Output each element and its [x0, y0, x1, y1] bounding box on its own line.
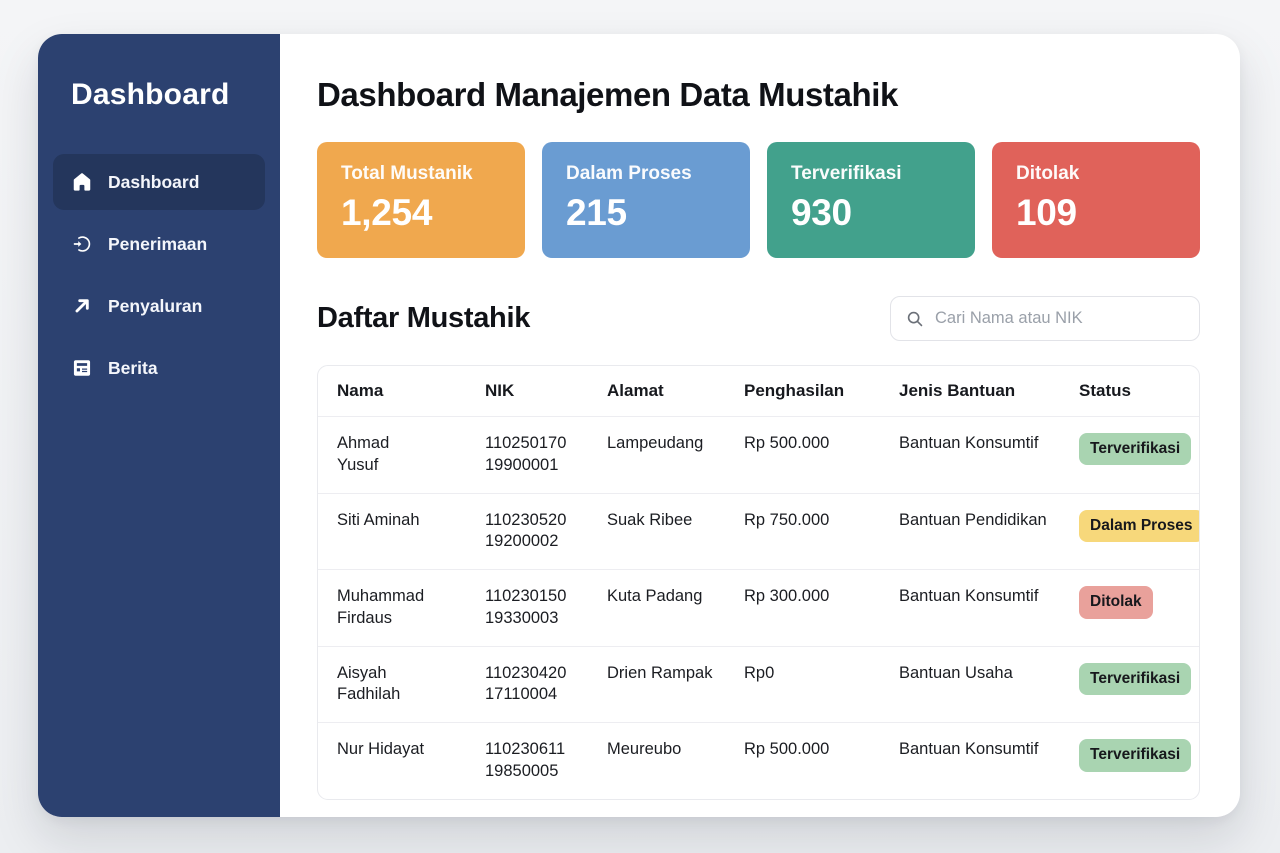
column-header-nama: Nama [337, 381, 384, 400]
receive-icon [71, 233, 93, 255]
cell-penghasilan: Rp 500.000 [744, 740, 830, 759]
stat-value: 1,254 [341, 192, 433, 233]
sidebar: Dashboard Dashboard Penerimaan Penyalura… [38, 34, 280, 817]
sidebar-item-label: Berita [108, 357, 158, 378]
stat-label: Ditolak [1016, 163, 1080, 184]
cell-alamat: Suak Ribee [607, 510, 693, 529]
cell-nik: 110230520 19200002 [485, 510, 567, 551]
table-header: Nama NIK Alamat Penghasilan Jenis Bantua… [318, 366, 1199, 416]
stat-card-dalam-proses: Dalam Proses 215 [542, 142, 750, 258]
cell-penghasilan: Rp 500.000 [744, 434, 830, 452]
cell-alamat: Kuta Padang [607, 587, 703, 606]
cell-status: Ditolak [1060, 570, 1199, 646]
sidebar-item-penyaluran[interactable]: Penyaluran [53, 278, 265, 334]
search-box[interactable] [890, 296, 1200, 341]
table-row: Muhammad Firdaus 110230150 19330003 Kuta… [318, 569, 1199, 646]
sidebar-item-label: Penerimaan [108, 233, 208, 254]
column-header-penghasilan: Penghasilan [744, 381, 845, 400]
table-row: Siti Aminah 110230520 19200002 Suak Ribe… [318, 492, 1199, 570]
stat-card-total-mustanik: Total Mustanik 1,254 [317, 142, 525, 258]
status-badge: Dalam Proses [1079, 509, 1199, 542]
stat-card-terverifikasi: Terverifikasi 930 [767, 142, 975, 258]
stat-card-ditolak: Ditolak 109 [992, 142, 1200, 258]
cell-nama: Ahmad Yusuf [337, 434, 390, 474]
column-header-status: Status [1079, 381, 1131, 400]
table-row: Aisyah Fadhilah 110230420 17110004 Drien… [318, 645, 1199, 723]
cell-nik: 110230150 19330003 [485, 587, 567, 627]
cell-jenis-bantuan: Bantuan Pendidikan [899, 510, 1047, 529]
cell-nama: Muhammad Firdaus [337, 587, 425, 627]
status-badge: Terverifikasi [1079, 662, 1192, 696]
stat-value: 109 [1016, 192, 1077, 233]
app-window: Dashboard Dashboard Penerimaan Penyalura… [38, 34, 1240, 817]
cell-status: Terverifikasi [1060, 723, 1199, 799]
stat-label: Total Mustanik [341, 163, 473, 184]
sidebar-item-label: Penyaluran [108, 295, 203, 316]
search-icon [907, 311, 923, 326]
status-badge: Ditolak [1079, 586, 1153, 619]
home-icon [71, 171, 93, 193]
cell-jenis-bantuan: Bantuan Konsumtif [899, 587, 1039, 606]
sidebar-item-penerimaan[interactable]: Penerimaan [53, 216, 265, 272]
main-content: Dashboard Manajemen Data Mustahik Total … [280, 34, 1240, 817]
sidebar-title: Dashboard [71, 78, 230, 111]
section-title: Daftar Mustahik [317, 302, 531, 334]
table-row: Ahmad Yusuf 110250170 19900001 Lampeudan… [318, 416, 1199, 493]
cell-nik: 110250170 19900001 [485, 434, 567, 474]
sidebar-item-berita[interactable]: Berita [53, 340, 265, 396]
cell-jenis-bantuan: Bantuan Konsumtif [899, 434, 1039, 452]
stat-value: 215 [566, 192, 627, 233]
stat-cards: Total Mustanik 1,254 Dalam Proses 215 Te… [317, 142, 1200, 258]
cell-nama: Nur Hidayat [337, 740, 425, 759]
column-header-alamat: Alamat [607, 381, 664, 400]
cell-alamat: Drien Rampak [607, 663, 713, 682]
sidebar-item-label: Dashboard [108, 171, 200, 192]
cell-nik: 110230611 19850005 [485, 740, 566, 780]
column-header-nik: NIK [485, 381, 515, 400]
stat-label: Dalam Proses [566, 163, 692, 184]
mustahik-table: Nama NIK Alamat Penghasilan Jenis Bantua… [317, 365, 1200, 800]
news-icon [71, 357, 93, 379]
distribute-icon [71, 295, 93, 317]
list-header: Daftar Mustahik [317, 296, 1200, 341]
cell-penghasilan: Rp0 [744, 663, 775, 682]
cell-alamat: Lampeudang [607, 434, 704, 452]
cell-status: Terverifikasi [1060, 417, 1199, 493]
status-badge: Terverifikasi [1079, 739, 1192, 772]
column-header-jenis-bantuan: Jenis Bantuan [899, 381, 1016, 400]
table-row: Nur Hidayat 110230611 19850005 Meureubo … [318, 722, 1199, 799]
cell-jenis-bantuan: Bantuan Konsumtif [899, 740, 1039, 759]
cell-status: Terverifikasi [1060, 647, 1199, 723]
table-body: Ahmad Yusuf 110250170 19900001 Lampeudan… [318, 416, 1199, 799]
stat-label: Terverifikasi [791, 163, 902, 184]
search-input[interactable] [935, 309, 1184, 328]
sidebar-item-dashboard[interactable]: Dashboard [53, 154, 265, 210]
cell-penghasilan: Rp 750.000 [744, 510, 830, 529]
cell-nama: Siti Aminah [337, 510, 420, 529]
status-badge: Terverifikasi [1079, 433, 1192, 466]
stat-value: 930 [791, 192, 852, 233]
cell-penghasilan: Rp 300.000 [744, 587, 830, 606]
cell-nik: 110230420 17110004 [485, 663, 567, 704]
cell-alamat: Meureubo [607, 740, 682, 759]
page-title: Dashboard Manajemen Data Mustahik [317, 76, 898, 113]
cell-jenis-bantuan: Bantuan Usaha [899, 663, 1013, 682]
cell-status: Dalam Proses [1060, 494, 1199, 570]
cell-nama: Aisyah Fadhilah [337, 663, 401, 704]
sidebar-nav: Dashboard Penerimaan Penyaluran Berita [38, 154, 280, 396]
